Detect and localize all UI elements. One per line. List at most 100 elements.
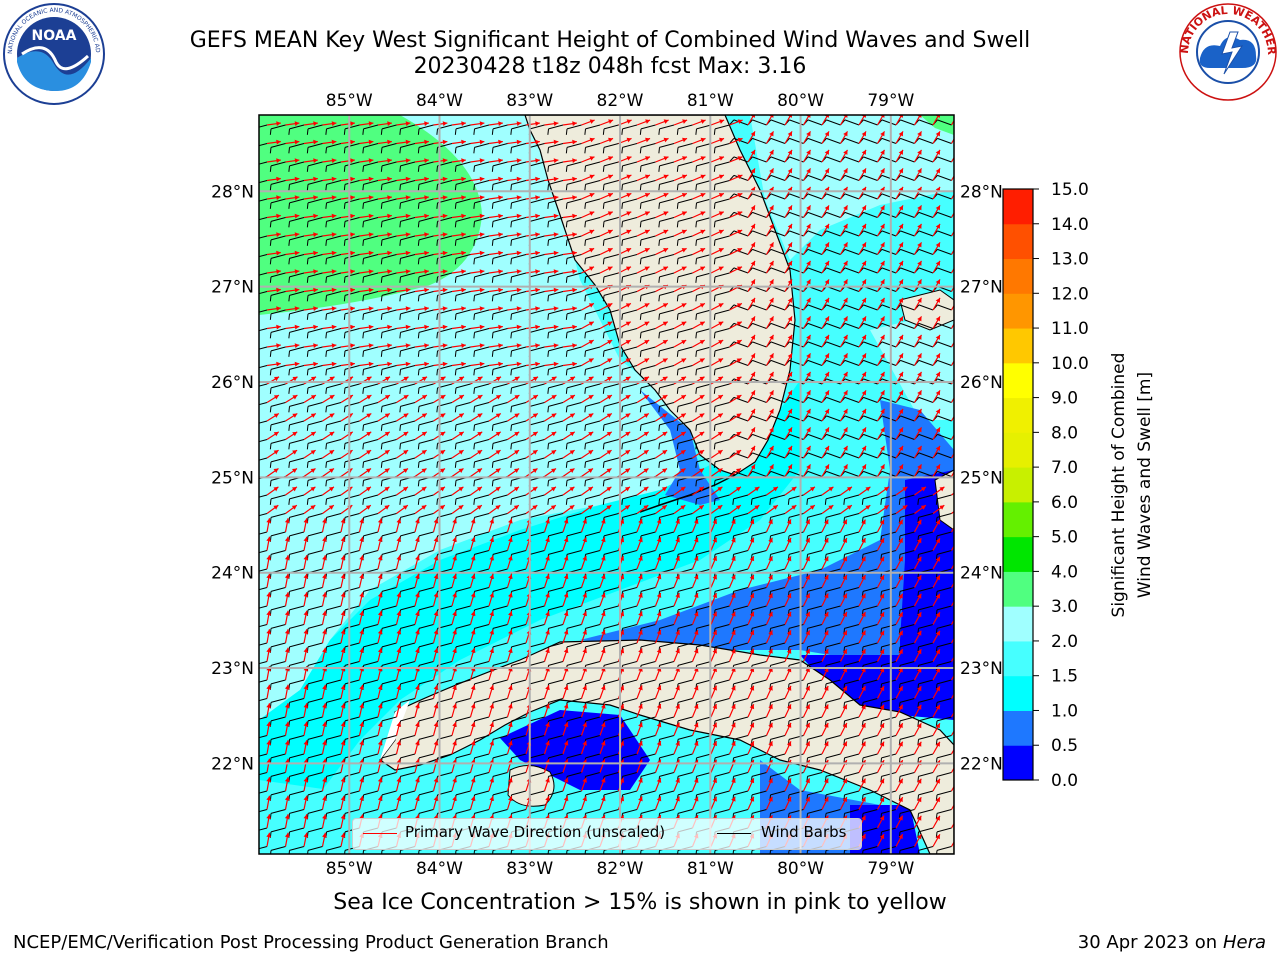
wind-barb-shaft bbox=[529, 716, 545, 722]
wave-arrow-head bbox=[861, 334, 866, 340]
wind-barb-flag bbox=[325, 128, 328, 135]
wave-arrow-head bbox=[384, 413, 390, 418]
wind-barb-flag bbox=[510, 480, 513, 487]
wind-barb-flag bbox=[473, 461, 476, 468]
wind-barb-shaft bbox=[844, 716, 860, 722]
wave-arrow-shaft bbox=[950, 137, 954, 144]
wave-arrow-head bbox=[843, 168, 848, 174]
wave-arrow-head bbox=[954, 409, 958, 414]
wind-barb-shaft bbox=[752, 119, 767, 126]
wind-barb-flag bbox=[380, 184, 383, 191]
wave-arrow-head bbox=[563, 537, 569, 543]
wind-barb-flag bbox=[362, 406, 365, 413]
wind-barb-flag bbox=[436, 369, 439, 376]
wave-arrow-head bbox=[717, 450, 723, 455]
wind-barb-shaft bbox=[307, 328, 323, 333]
wave-arrow-head bbox=[769, 260, 774, 266]
wind-barb-shaft bbox=[344, 291, 360, 296]
wind-barb-shaft bbox=[659, 735, 675, 740]
wave-arrow-head bbox=[368, 269, 374, 275]
wind-barb-shaft bbox=[529, 587, 545, 592]
wind-barb-flag bbox=[547, 276, 550, 283]
wind-barb-flag bbox=[676, 350, 679, 357]
wave-arrow-shaft bbox=[932, 115, 940, 126]
wave-arrow-head bbox=[421, 413, 427, 418]
wave-arrow-head bbox=[736, 358, 742, 363]
wind-barb-shaft bbox=[326, 254, 342, 259]
wind-barb-shaft bbox=[825, 513, 841, 518]
wind-barb-flag bbox=[695, 387, 698, 394]
wind-barb-shaft bbox=[259, 494, 268, 498]
wind-barb-shaft bbox=[511, 161, 527, 167]
wind-barb-flag bbox=[695, 258, 698, 265]
wind-barb-shaft bbox=[548, 439, 564, 444]
wind-barb-shaft bbox=[259, 679, 268, 683]
wave-arrow-head bbox=[861, 131, 866, 137]
wind-barb-shaft bbox=[418, 513, 434, 518]
wind-barb-flag bbox=[491, 239, 494, 246]
wind-barb-flag bbox=[510, 165, 513, 172]
wind-barb-shaft bbox=[259, 217, 268, 221]
wind-barb-shaft bbox=[640, 217, 656, 222]
wind-barb-shaft bbox=[270, 143, 286, 148]
wave-arrow-head bbox=[498, 121, 503, 127]
wind-barb-shaft bbox=[585, 624, 601, 629]
wind-barb-flag bbox=[306, 147, 309, 154]
wind-barb-flag bbox=[473, 387, 476, 394]
wave-arrow-shaft bbox=[950, 322, 954, 329]
wind-barb-shaft bbox=[696, 587, 712, 592]
wind-barb-flag bbox=[639, 221, 642, 228]
wave-field-3-4m-ne bbox=[920, 115, 954, 135]
wave-arrow-head bbox=[274, 376, 280, 382]
wave-arrow-head bbox=[806, 371, 811, 377]
wind-barb-flag bbox=[602, 295, 605, 302]
wind-barb-flag bbox=[306, 221, 309, 228]
wave-arrow-head bbox=[700, 192, 706, 198]
wind-barb-shaft bbox=[714, 790, 730, 796]
wind-barb-shaft bbox=[825, 531, 841, 537]
wave-arrow-head bbox=[607, 266, 613, 271]
wind-barb-shaft bbox=[640, 143, 656, 148]
wind-barb-shaft bbox=[936, 827, 952, 833]
wind-barb-shaft bbox=[937, 230, 952, 237]
wind-barb-shaft bbox=[844, 470, 860, 477]
wind-barb-shaft bbox=[807, 624, 823, 629]
wind-barb-flag bbox=[713, 128, 716, 135]
wave-arrow-head bbox=[551, 395, 557, 400]
wave-arrow-head bbox=[749, 519, 755, 525]
wave-arrow-head bbox=[439, 486, 445, 492]
wind-barb-shaft bbox=[640, 383, 656, 389]
wind-barb-shaft bbox=[640, 365, 656, 370]
wave-arrow-head bbox=[719, 137, 725, 143]
wave-arrow-head bbox=[736, 431, 742, 437]
wind-barb-shaft bbox=[455, 531, 471, 537]
wave-arrow-head bbox=[954, 353, 958, 358]
wind-barb-shaft bbox=[289, 809, 305, 814]
wind-barb-flag bbox=[252, 776, 253, 782]
wind-barb-flag bbox=[602, 221, 605, 228]
wind-barb-flag bbox=[547, 387, 550, 394]
wave-arrow-head bbox=[292, 450, 298, 455]
wind-barb-flag bbox=[491, 165, 494, 172]
wind-barb-shaft bbox=[381, 753, 397, 759]
wind-barb-flag bbox=[602, 313, 605, 320]
wind-barb-shaft bbox=[289, 346, 305, 352]
wave-arrow-head bbox=[514, 468, 520, 474]
wind-barb-shaft bbox=[270, 587, 286, 592]
wave-arrow-head bbox=[917, 427, 922, 433]
wind-barb-shaft bbox=[770, 230, 786, 237]
wind-barb-shaft bbox=[363, 716, 379, 722]
wind-barb-shaft bbox=[511, 439, 527, 444]
wind-barb-shaft bbox=[381, 402, 397, 407]
wind-barb-shaft bbox=[603, 809, 619, 814]
wind-barb-shaft bbox=[677, 198, 693, 204]
wave-arrow-head bbox=[572, 213, 577, 219]
wave-arrow-head bbox=[516, 139, 522, 145]
wind-barb-shaft bbox=[270, 790, 286, 796]
wind-barb-flag bbox=[454, 202, 457, 209]
wind-barb-shaft bbox=[585, 679, 601, 685]
wave-arrow-shaft bbox=[950, 304, 954, 311]
wind-barb-flag bbox=[584, 461, 587, 468]
wind-barb-shaft bbox=[899, 531, 915, 537]
wave-arrow-head bbox=[516, 158, 522, 164]
